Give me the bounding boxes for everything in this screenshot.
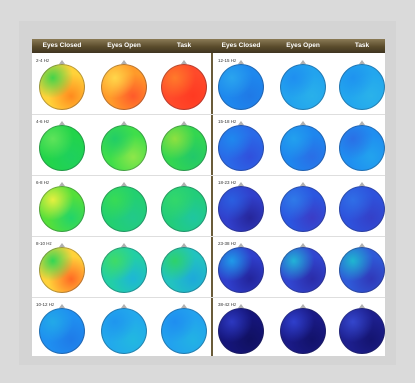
group-divider [211,53,213,356]
nose-marker [300,304,306,308]
nose-marker [300,243,306,247]
scalp-topomap [101,186,147,232]
scalp-topomap [339,64,385,110]
band-label: 18-23 Hz [218,180,237,185]
nose-marker [300,121,306,125]
scalp-topomap [280,308,326,354]
column-header-0: Eyes Closed [42,42,82,49]
nose-marker [121,60,127,64]
scalp-topomap [39,125,85,171]
scalp-topomap [39,247,85,293]
nose-marker [181,304,187,308]
column-header-1: Eyes Open [107,42,141,49]
row-separator [32,175,385,176]
nose-marker [121,182,127,186]
row-separator [32,114,385,115]
nose-marker [59,182,65,186]
band-label: 38-42 Hz [218,302,237,307]
band-label: 10-12 Hz [36,302,55,307]
scalp-topomap [161,125,207,171]
column-header-3: Eyes Closed [221,42,261,49]
nose-marker [359,121,365,125]
scalp-topomap [280,186,326,232]
scalp-topomap [339,308,385,354]
nose-marker [121,304,127,308]
scalp-topomap [218,308,264,354]
nose-marker [238,243,244,247]
nose-marker [181,182,187,186]
scalp-topomap [161,64,207,110]
nose-marker [359,304,365,308]
row-separator [32,236,385,237]
band-label: 6-8 Hz [36,180,50,185]
nose-marker [238,60,244,64]
scalp-topomap [339,186,385,232]
column-header-4: Eyes Open [286,42,320,49]
nose-marker [238,121,244,125]
scalp-topomap [218,247,264,293]
band-label: 4-6 Hz [36,119,50,124]
scalp-topomap [161,247,207,293]
scalp-topomap [161,186,207,232]
nose-marker [300,182,306,186]
scalp-topomap [280,125,326,171]
scalp-topomap [339,247,385,293]
nose-marker [359,182,365,186]
nose-marker [121,243,127,247]
nose-marker [181,243,187,247]
nose-marker [59,60,65,64]
nose-marker [359,60,365,64]
band-label: 12-15 Hz [218,58,237,63]
scalp-topomap [218,125,264,171]
column-header-5: Task [354,42,370,49]
nose-marker [238,304,244,308]
scalp-topomap [39,308,85,354]
row-separator [32,297,385,298]
column-header-2: Task [176,42,192,49]
scalp-topomap [101,308,147,354]
band-label: 8-10 Hz [36,241,52,246]
nose-marker [59,304,65,308]
scalp-topomap [101,64,147,110]
column-header-bar: Eyes Closed Eyes Open Task Eyes Closed Eyes … [32,39,385,53]
nose-marker [181,60,187,64]
nose-marker [59,121,65,125]
nose-marker [359,243,365,247]
scalp-topomap [39,186,85,232]
scalp-topomap [280,64,326,110]
band-label: 15-18 Hz [218,119,237,124]
band-label: 23-38 Hz [218,241,237,246]
nose-marker [59,243,65,247]
nose-marker [238,182,244,186]
scalp-topomap [39,64,85,110]
scalp-topomap [218,186,264,232]
topomap-figure: Eyes Closed Eyes Open Task Eyes Closed Eyes … [32,39,385,356]
nose-marker [121,121,127,125]
band-label: 2-4 Hz [36,58,50,63]
nose-marker [181,121,187,125]
scalp-topomap [161,308,207,354]
scalp-topomap [101,125,147,171]
nose-marker [300,60,306,64]
scalp-topomap [101,247,147,293]
scalp-topomap [218,64,264,110]
scalp-topomap [280,247,326,293]
scalp-topomap [339,125,385,171]
